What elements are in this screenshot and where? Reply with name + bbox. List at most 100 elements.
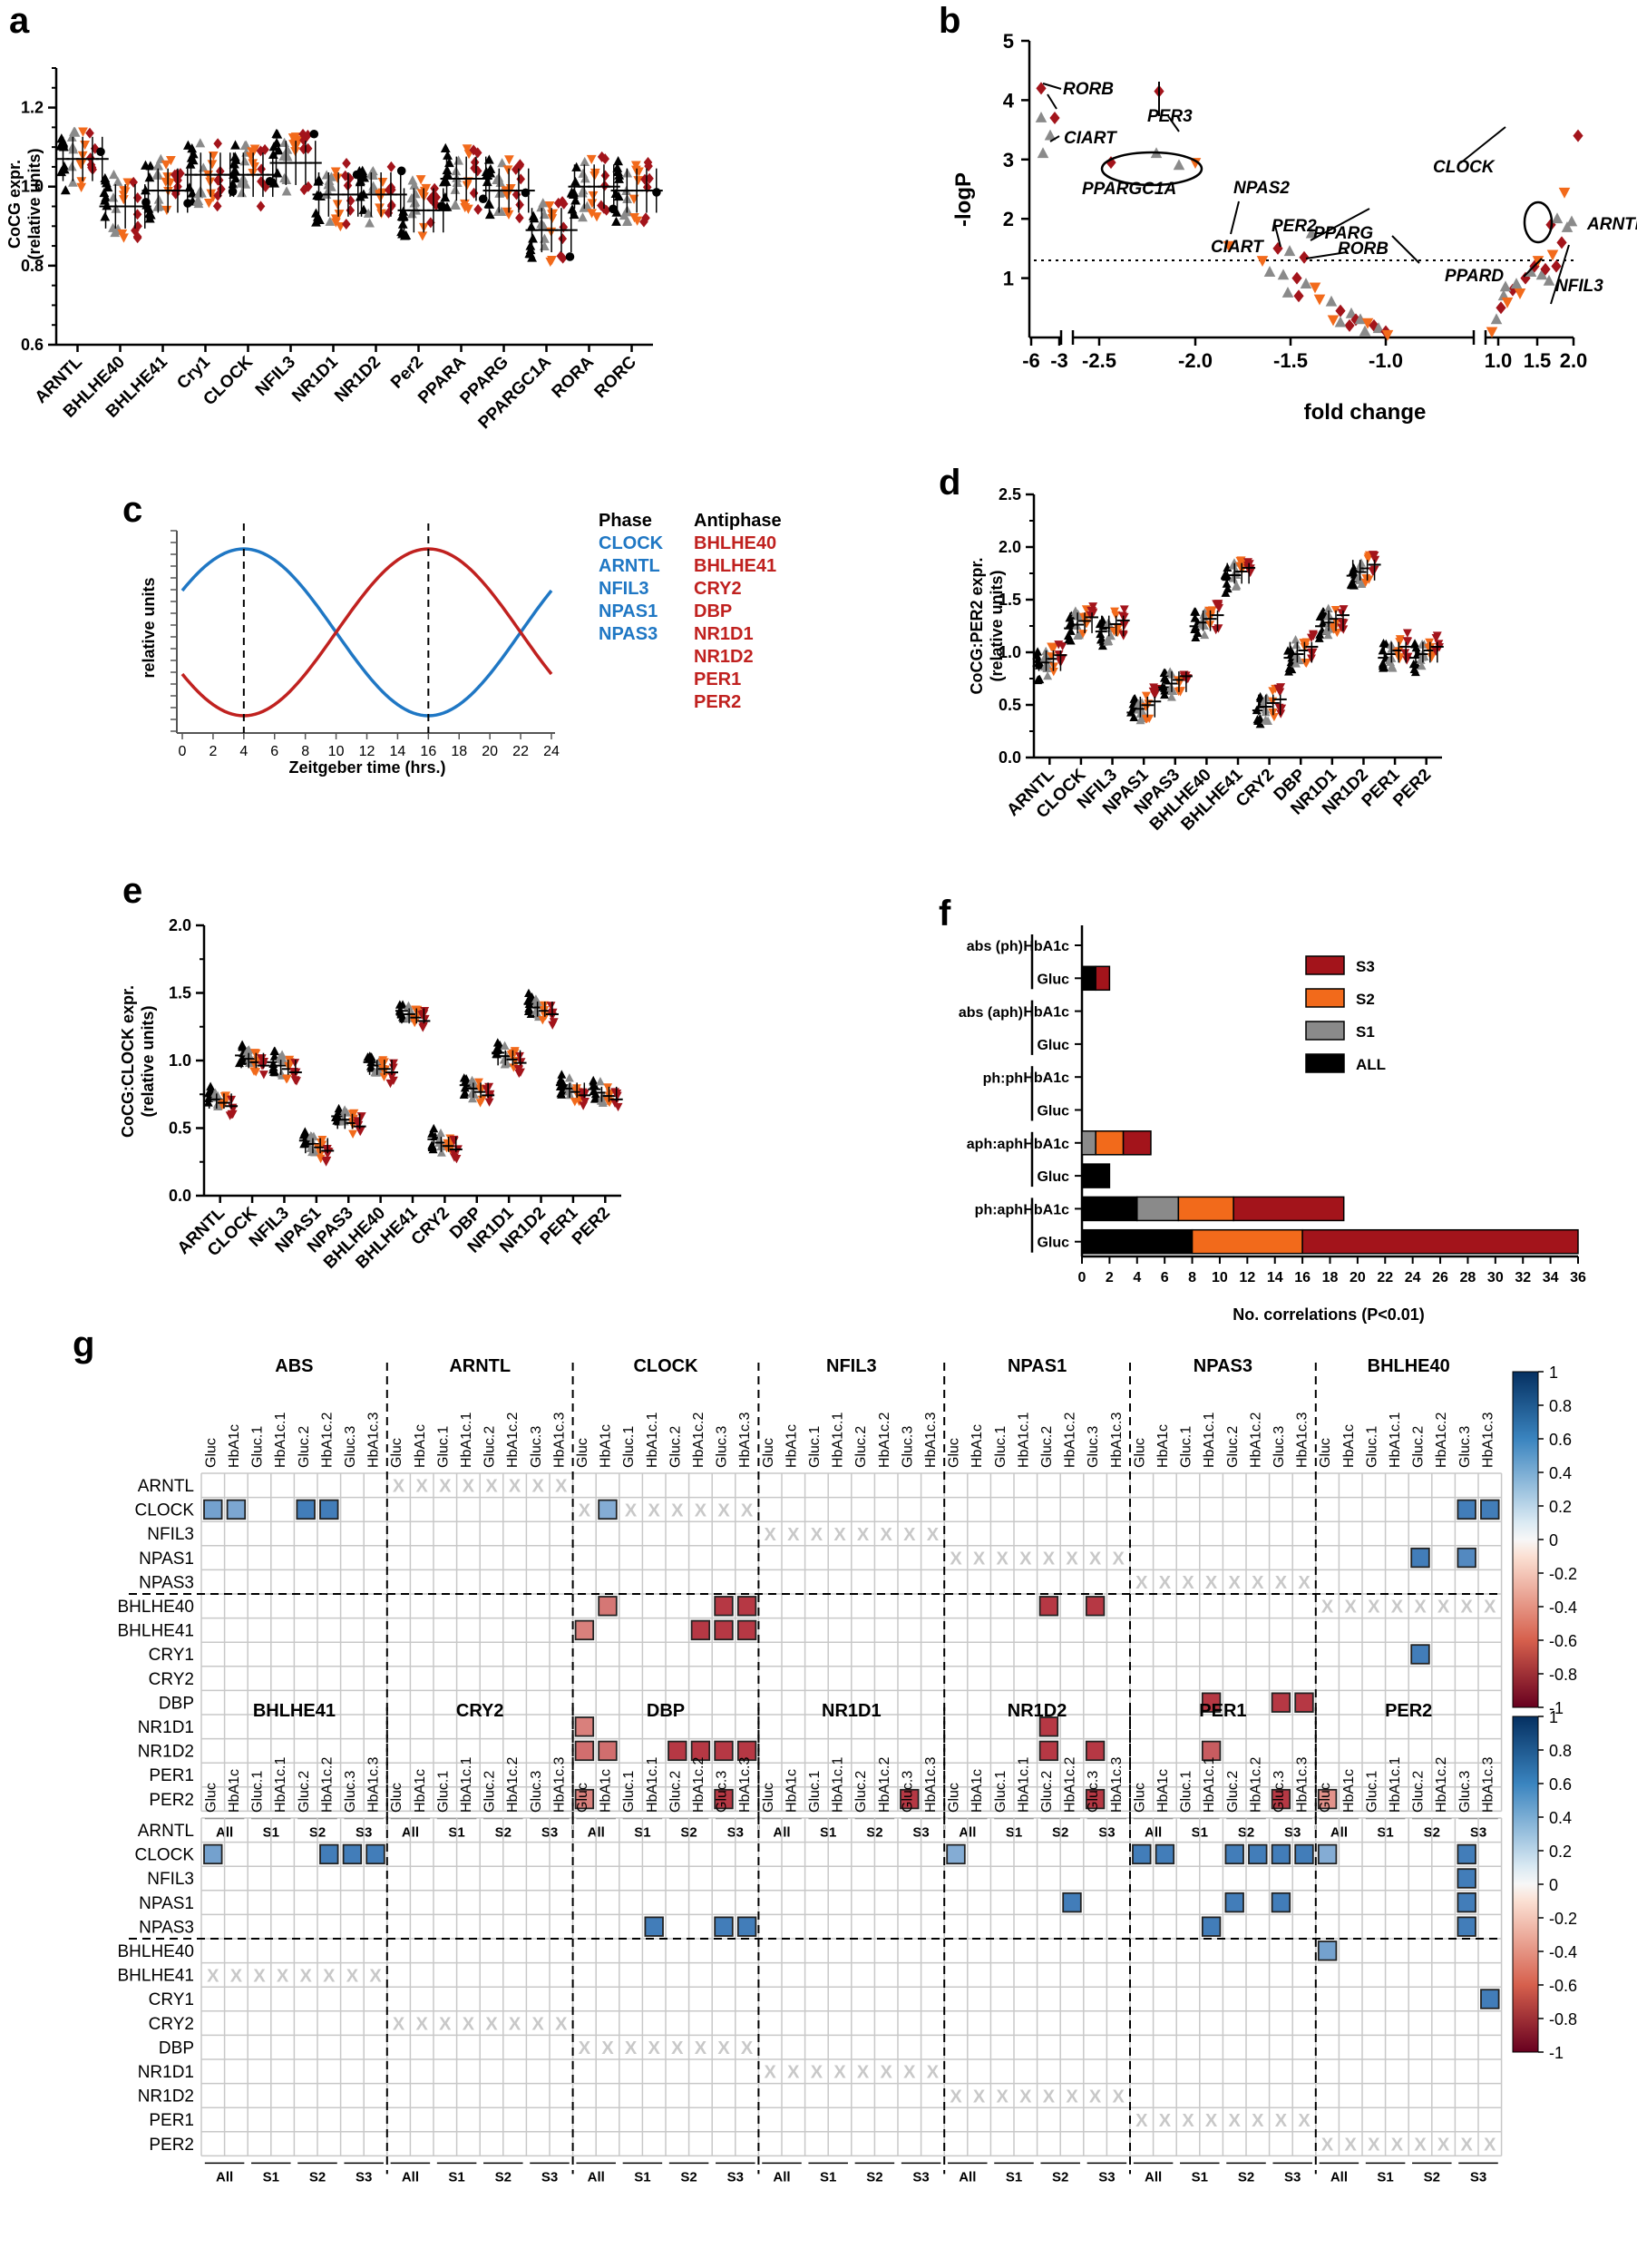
y-tick-label: 0.5 xyxy=(999,696,1021,714)
data-point xyxy=(546,1002,556,1011)
self-correlation-mark: X xyxy=(787,1525,800,1545)
volcano-point xyxy=(1369,318,1379,332)
y-tick-label: 3 xyxy=(1003,149,1014,171)
column-label: HbA1c.1 xyxy=(1016,1757,1031,1813)
data-point xyxy=(388,1063,398,1072)
self-correlation-mark: X xyxy=(1275,1573,1288,1593)
data-point xyxy=(1337,609,1347,618)
data-point xyxy=(237,188,248,198)
column-label: HbA1c.2 xyxy=(505,1413,521,1468)
panel-c-chart: relative units Zeitgeber time (hrs.) Pha… xyxy=(140,511,782,777)
legend-label: S1 xyxy=(1356,1023,1375,1041)
group-label: abs (ph) xyxy=(967,939,1023,954)
data-point xyxy=(314,214,325,224)
x-tick-label: 32 xyxy=(1515,1270,1531,1286)
leader-line xyxy=(1550,244,1570,305)
self-correlation-mark: X xyxy=(833,1525,846,1545)
row-label: PER2 xyxy=(149,1791,194,1810)
colorbar-label: 0.4 xyxy=(1549,1464,1572,1482)
bar-segment xyxy=(1095,965,1111,992)
data-point xyxy=(348,1129,358,1139)
data-point xyxy=(303,142,313,154)
gene-annotation: CIART xyxy=(1064,129,1117,148)
row-label: HbA1c xyxy=(1023,1202,1069,1217)
data-point xyxy=(109,169,119,180)
self-correlation-mark: X xyxy=(765,2063,777,2083)
data-point xyxy=(469,187,479,199)
subgroup-label: S1 xyxy=(634,2169,650,2185)
subgroup-label: All xyxy=(216,2169,233,2185)
data-point xyxy=(377,178,388,188)
data-point xyxy=(578,1088,588,1097)
data-point xyxy=(1379,663,1389,672)
data-point xyxy=(473,203,482,215)
bar-segment xyxy=(1233,1196,1345,1222)
colorbar-label: 0.6 xyxy=(1549,1431,1572,1449)
data-point xyxy=(66,161,77,171)
column-label: HbA1c.2 xyxy=(1063,1757,1078,1813)
data-point xyxy=(1363,554,1373,563)
data-point xyxy=(570,1098,580,1107)
gene-annotation: PER3 xyxy=(1147,107,1193,126)
correlation-cell xyxy=(1085,1740,1106,1762)
subgroup-label: S3 xyxy=(541,2169,558,2185)
data-point xyxy=(307,1131,317,1141)
data-point xyxy=(559,198,569,210)
colorbar-label: -0.6 xyxy=(1549,1632,1577,1650)
panel-e-ylabel-1: CoCG:CLOCK expr. xyxy=(119,985,137,1138)
data-point xyxy=(1410,667,1420,677)
column-label: HbA1c.3 xyxy=(366,1413,382,1468)
x-category-label: CRY2 xyxy=(408,1204,453,1249)
y-tick-label: 1.5 xyxy=(999,591,1021,609)
colorbar-label: 0 xyxy=(1549,1876,1558,1894)
x-tick-label: 10 xyxy=(1212,1270,1228,1286)
x-tick-label: 4 xyxy=(239,744,248,759)
correlation-cell xyxy=(1271,1843,1291,1865)
data-point xyxy=(250,1049,260,1058)
self-correlation-mark: X xyxy=(1089,1549,1102,1569)
row-label: NPAS3 xyxy=(139,1918,194,1937)
x-tick-label: -1.0 xyxy=(1369,349,1403,372)
self-correlation-mark: X xyxy=(532,1477,545,1497)
column-label: HbA1c xyxy=(970,1769,985,1813)
gene-annotation: NFIL3 xyxy=(1555,277,1603,296)
column-label: Gluc.3 xyxy=(715,1426,730,1468)
column-label: Gluc.1 xyxy=(250,1771,266,1813)
data-point xyxy=(463,204,473,214)
column-label: Gluc xyxy=(575,1783,590,1813)
data-point xyxy=(1166,692,1176,701)
panel-d-ylabel-1: CoCG:PER2 expr. xyxy=(968,557,986,694)
data-point xyxy=(1255,719,1265,728)
data-point xyxy=(192,195,203,205)
data-point xyxy=(249,1067,258,1076)
x-category-label: PER2 xyxy=(569,1204,614,1249)
volcano-point xyxy=(1283,245,1296,257)
column-label: HbA1c.3 xyxy=(1480,1413,1496,1468)
gene-annotation: PER2 xyxy=(1272,217,1317,236)
data-point xyxy=(404,1013,414,1022)
colorbar-label: 0.4 xyxy=(1549,1809,1572,1827)
column-label: Gluc.2 xyxy=(1411,1771,1427,1813)
volcano-point xyxy=(1189,158,1202,170)
column-label: Gluc.2 xyxy=(853,1771,869,1813)
data-point xyxy=(595,1077,605,1086)
data-point xyxy=(132,209,142,220)
x-tick-label: 14 xyxy=(1267,1270,1283,1286)
data-point xyxy=(1408,659,1418,669)
subgroup-label: S3 xyxy=(912,2169,929,2185)
group-label: aph:aph xyxy=(967,1137,1023,1152)
colorbar-label: 0.2 xyxy=(1549,1498,1572,1516)
correlation-cell xyxy=(1224,1843,1244,1865)
antiphase-gene-label: PER2 xyxy=(694,692,741,712)
column-label: Gluc xyxy=(389,1783,404,1813)
x-tick-label: 20 xyxy=(1350,1270,1366,1286)
x-tick-label: 28 xyxy=(1460,1270,1476,1286)
block-title: BHLHE41 xyxy=(253,1701,336,1721)
column-label: HbA1c xyxy=(599,1424,614,1468)
data-point xyxy=(557,1090,567,1099)
self-correlation-mark: X xyxy=(485,1477,498,1497)
subgroup-label: S1 xyxy=(448,2169,464,2185)
data-point xyxy=(484,1098,494,1107)
x-tick-label: 24 xyxy=(543,744,560,759)
column-label: HbA1c.2 xyxy=(1063,1413,1078,1468)
